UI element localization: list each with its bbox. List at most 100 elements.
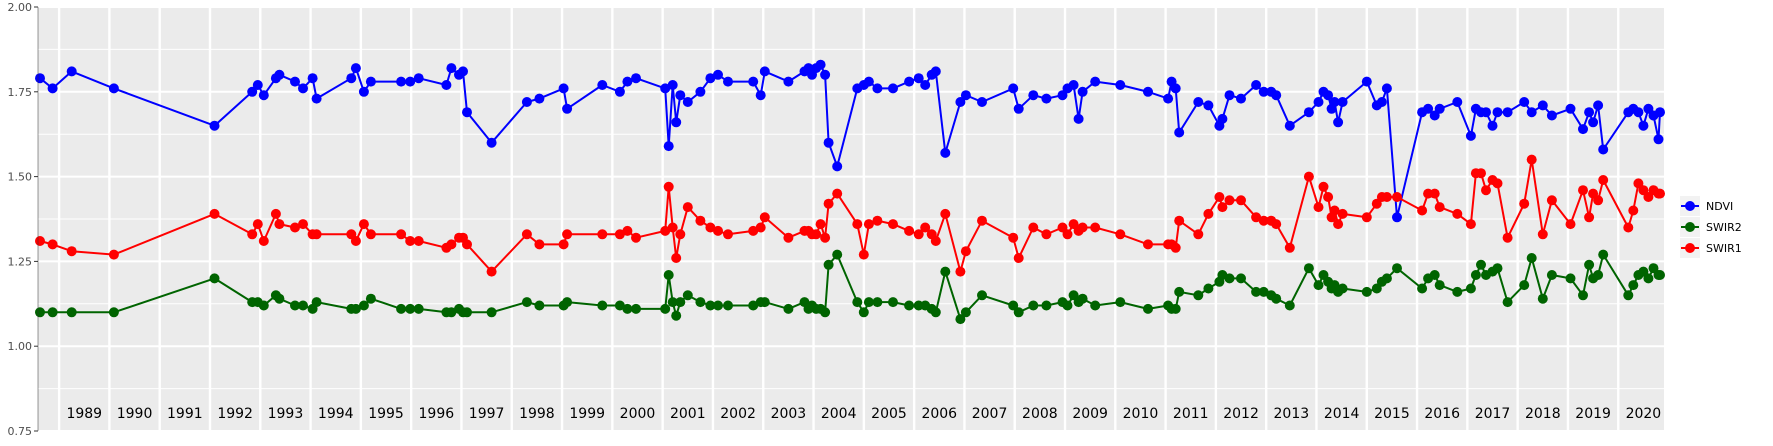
swir1-point — [413, 236, 424, 246]
swir2-point — [1203, 283, 1214, 294]
swir1-point — [1284, 242, 1295, 253]
swir1-point — [960, 246, 971, 257]
swir1-point — [1333, 219, 1344, 230]
swir2-point — [1062, 300, 1073, 311]
legend-label-ndvi: NDVI — [1706, 200, 1733, 213]
swir1-point — [252, 219, 263, 230]
swir2-point — [1013, 307, 1024, 318]
ndvi-point — [1174, 127, 1185, 138]
ndvi-point — [713, 69, 723, 80]
swir2-point — [274, 293, 285, 304]
swir1-point — [1623, 222, 1634, 233]
year-label: 2006 — [921, 406, 957, 422]
swir2-point — [832, 249, 843, 260]
swir1-point — [1013, 253, 1024, 263]
year-label: 2000 — [620, 406, 656, 422]
ndvi-point — [290, 76, 300, 87]
swir1-point — [1271, 219, 1282, 230]
swir1-point — [1303, 171, 1314, 182]
swir1-point — [1174, 215, 1185, 226]
swir2-point — [311, 297, 322, 308]
ndvi-point — [1537, 100, 1548, 111]
ndvi-point — [930, 66, 941, 77]
ndvi-point — [723, 76, 733, 87]
ndvi-point — [358, 86, 369, 97]
ndvi-point — [1452, 97, 1463, 107]
swir2-point — [1643, 273, 1654, 284]
year-label: 2019 — [1575, 406, 1611, 422]
ndvi-point — [1598, 144, 1609, 155]
year-label: 2007 — [972, 406, 1008, 422]
swir1-point — [955, 266, 966, 277]
swir2-point — [622, 303, 633, 314]
swir2-point — [350, 303, 361, 314]
year-label: 2005 — [871, 406, 907, 422]
ndvi-point — [904, 76, 915, 87]
year-label: 2001 — [670, 406, 706, 422]
swir1-point — [667, 222, 678, 233]
year-label: 2014 — [1324, 406, 1360, 422]
year-labels: 1989 1990 1991 1992 1993 1994 1995 1996 1997 1998… — [66, 406, 1661, 422]
swir1-point — [1392, 192, 1402, 202]
swir2-point — [1598, 249, 1609, 260]
ndvi-point — [960, 90, 971, 101]
year-label: 2013 — [1274, 406, 1310, 422]
year-label: 1994 — [318, 406, 354, 422]
swir2-point — [1303, 263, 1314, 274]
swir2-point — [852, 297, 863, 308]
ndvi-point — [1526, 107, 1537, 118]
swir1-point — [1429, 188, 1440, 199]
grid-layer — [38, 6, 1664, 432]
swir1-point — [66, 246, 77, 257]
swir2-point — [671, 310, 682, 321]
year-label: 1989 — [66, 406, 102, 422]
swir2-point — [1258, 286, 1269, 297]
swir2-point — [759, 297, 770, 308]
swir2-point — [1115, 297, 1126, 308]
swir1-point — [811, 229, 822, 240]
ndvi-point — [1329, 97, 1340, 107]
swir1-point — [904, 225, 915, 236]
year-label: 2003 — [771, 406, 807, 422]
ndvi-point — [1392, 212, 1402, 223]
swir2-point — [66, 307, 77, 318]
ndvi-point — [940, 147, 951, 158]
swir1-point — [1077, 222, 1088, 233]
legend-key-point-swir2 — [1685, 222, 1695, 232]
swir1-point — [671, 253, 682, 263]
swir1-point — [1251, 212, 1262, 223]
swir2-point — [960, 307, 971, 318]
swir2-point — [446, 307, 457, 318]
swir1-point — [940, 208, 951, 219]
swir2-point — [1008, 300, 1019, 311]
swir2-point — [1526, 253, 1537, 263]
ndvi-point — [311, 93, 322, 104]
swir1-point — [358, 219, 369, 230]
swir1-point — [832, 188, 843, 199]
ndvi-point — [396, 76, 407, 87]
swir2-point — [663, 270, 674, 280]
ndvi-point — [1361, 76, 1372, 87]
swir2-point — [1077, 293, 1088, 304]
ndvi-point — [1193, 97, 1204, 107]
swir1-point — [1224, 195, 1235, 206]
year-label: 2017 — [1475, 406, 1511, 422]
swir1-point — [1170, 242, 1181, 253]
swir2-point — [396, 303, 407, 314]
swir1-point — [311, 229, 322, 240]
swir1-point — [823, 198, 834, 209]
ndvi-point — [820, 69, 831, 80]
ndvi-point — [558, 83, 569, 94]
swir2-point — [614, 300, 625, 311]
ndvi-point — [705, 73, 716, 84]
ndvi-point — [1423, 103, 1434, 114]
swir1-point — [1214, 192, 1225, 202]
swir2-point — [1492, 263, 1503, 274]
swir2-point — [1417, 283, 1428, 294]
swir2-point — [1090, 300, 1101, 311]
swir1-point — [47, 239, 58, 250]
swir1-point — [270, 208, 281, 219]
year-label: 2018 — [1525, 406, 1561, 422]
y-tick-label: 2.00 — [8, 1, 33, 14]
year-label: 1996 — [419, 406, 455, 422]
